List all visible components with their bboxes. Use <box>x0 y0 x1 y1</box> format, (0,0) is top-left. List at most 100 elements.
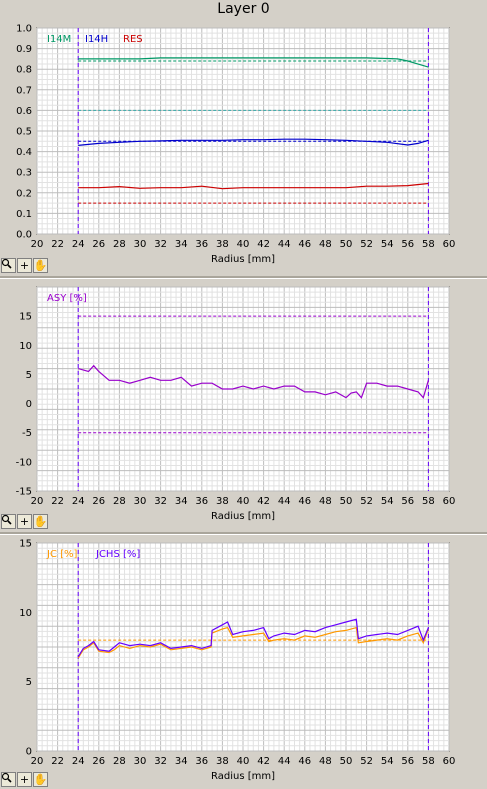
legend-label: I14H <box>85 34 108 45</box>
x-tick-label: 24 <box>72 496 85 507</box>
x-tick-label: 34 <box>175 496 188 507</box>
x-tick-label: 20 <box>31 239 44 250</box>
x-tick-label: 38 <box>216 239 229 250</box>
x-tick-label: 50 <box>340 496 353 507</box>
x-tick-label: 34 <box>175 239 188 250</box>
y-tick-label: 0.2 <box>16 188 32 199</box>
x-tick-label: 56 <box>401 239 414 250</box>
x-tick-label: 42 <box>257 756 270 767</box>
x-tick-label: 28 <box>113 756 126 767</box>
chart-toolbar-2: + ✋ <box>1 514 48 529</box>
chart-asy: 20 22 24 26 28 30 32 34 36 38 40 42 44 46 48 50 52 54 56 58… <box>16 286 456 522</box>
x-tick-label: 22 <box>51 756 64 767</box>
y-tick-label: 15 <box>19 312 32 323</box>
x-tick-label: 40 <box>237 496 250 507</box>
x-tick-label: 28 <box>113 496 126 507</box>
y-tick-label: -5 <box>22 428 32 439</box>
x-tick-label: 50 <box>340 239 353 250</box>
x-tick-label: 46 <box>298 239 311 250</box>
x-tick-label: 20 <box>31 496 44 507</box>
x-tick-label: 54 <box>381 239 394 250</box>
x-tick-label: 22 <box>51 496 64 507</box>
x-tick-label: 58 <box>422 756 435 767</box>
x-tick-label: 38 <box>216 756 229 767</box>
x-tick-label: 26 <box>92 239 105 250</box>
y-tick-label: 5 <box>26 677 32 688</box>
x-axis-label: Radius [mm] <box>211 254 275 265</box>
crosshair-icon[interactable]: + <box>17 772 32 787</box>
series-line-i14m <box>78 57 429 68</box>
crosshair-icon[interactable]: + <box>17 514 32 529</box>
y-tick-label: 1.0 <box>16 24 32 35</box>
y-tick-label: 0.4 <box>16 147 32 158</box>
series-line-res <box>78 182 429 190</box>
chart-toolbar-1: + ✋ <box>1 258 48 273</box>
x-tick-label: 24 <box>72 756 85 767</box>
x-tick-label: 22 <box>51 239 64 250</box>
x-tick-label: 24 <box>72 239 85 250</box>
y-tick-label: 0 <box>26 747 32 758</box>
legend-label: ASY [%] <box>47 293 87 304</box>
x-tick-label: 58 <box>422 496 435 507</box>
x-tick-label: 30 <box>134 239 147 250</box>
x-tick-label: 44 <box>278 756 291 767</box>
x-axis-label: Radius [mm] <box>211 511 275 522</box>
y-tick-label: 0 <box>26 399 32 410</box>
chart-jc-jchs: 20 22 24 26 28 30 32 34 36 38 40 42 44 46 48 50 52 54 56 58… <box>19 539 456 783</box>
x-tick-label: 60 <box>443 496 456 507</box>
crosshair-icon[interactable]: + <box>17 258 32 273</box>
y-tick-label: 0.8 <box>16 65 32 76</box>
zoom-icon[interactable] <box>1 258 16 273</box>
x-tick-label: 56 <box>401 756 414 767</box>
chart-panel-1: 20 22 24 26 28 30 32 34 36 38 40 42 44 46 48 50 52 54 56 58… <box>0 18 487 276</box>
x-tick-label: 52 <box>360 756 373 767</box>
zoom-icon[interactable] <box>1 772 16 787</box>
x-tick-label: 58 <box>422 239 435 250</box>
zoom-icon[interactable] <box>1 514 16 529</box>
x-tick-label: 54 <box>381 496 394 507</box>
x-tick-label: 36 <box>195 756 208 767</box>
x-tick-label: 32 <box>154 496 167 507</box>
x-tick-label: 54 <box>381 756 394 767</box>
x-tick-label: 30 <box>134 496 147 507</box>
y-tick-label: -10 <box>16 457 32 468</box>
chart-panel-3: 20 22 24 26 28 30 32 34 36 38 40 42 44 46 48 50 52 54 56 58… <box>0 535 487 789</box>
x-tick-label: 46 <box>298 756 311 767</box>
x-tick-label: 56 <box>401 496 414 507</box>
series-line-asy <box>78 364 429 399</box>
y-tick-label: -15 <box>16 487 32 498</box>
legend-label: RES <box>123 34 143 45</box>
series-line-i14h <box>78 138 429 146</box>
x-tick-label: 32 <box>154 239 167 250</box>
x-tick-label: 52 <box>360 496 373 507</box>
chart-panel-2: 20 22 24 26 28 30 32 34 36 38 40 42 44 46 48 50 52 54 56 58… <box>0 279 487 532</box>
x-tick-label: 20 <box>31 756 44 767</box>
series-line-jchs <box>77 618 429 658</box>
y-tick-label: 0.6 <box>16 106 32 117</box>
x-axis-label: Radius [mm] <box>211 771 275 782</box>
x-tick-label: 32 <box>154 756 167 767</box>
pan-hand-icon[interactable]: ✋ <box>33 772 48 787</box>
y-tick-label: 10 <box>19 341 32 352</box>
y-tick-label: 10 <box>19 608 32 619</box>
x-tick-label: 38 <box>216 496 229 507</box>
x-tick-label: 30 <box>134 756 147 767</box>
x-tick-label: 40 <box>237 239 250 250</box>
x-tick-label: 40 <box>237 756 250 767</box>
x-tick-label: 48 <box>319 756 332 767</box>
panel-divider <box>0 532 487 535</box>
panel-divider <box>0 276 487 279</box>
pan-hand-icon[interactable]: ✋ <box>33 258 48 273</box>
x-tick-label: 42 <box>257 496 270 507</box>
y-tick-label: 0.9 <box>16 44 32 55</box>
x-tick-label: 26 <box>92 496 105 507</box>
x-tick-label: 48 <box>319 239 332 250</box>
x-tick-label: 28 <box>113 239 126 250</box>
window-title: Layer 0 <box>217 1 270 17</box>
x-tick-label: 60 <box>443 756 456 767</box>
x-tick-label: 26 <box>92 756 105 767</box>
pan-hand-icon[interactable]: ✋ <box>33 514 48 529</box>
x-tick-label: 48 <box>319 496 332 507</box>
series-line-jc <box>77 626 429 659</box>
legend-label: JCHS [%] <box>95 549 140 560</box>
